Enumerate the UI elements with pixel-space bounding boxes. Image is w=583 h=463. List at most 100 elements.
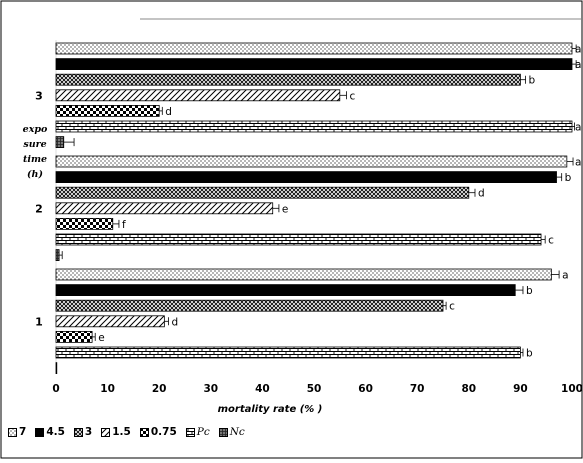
- bar-t2-4-5-error-bar: [556, 173, 563, 182]
- bar-t2-pc-error-bar: [541, 235, 546, 244]
- bar-t1-pc-letter: b: [526, 348, 533, 360]
- x-axis-label: mortality rate (% ): [218, 404, 323, 415]
- bar-t3-nc: [55, 136, 65, 149]
- legend-item-4-5: 4.5: [35, 426, 65, 438]
- legend-swatch-1-5: [101, 427, 111, 437]
- bar-t1-3-letter: c: [449, 301, 455, 313]
- x-tick-90: 90: [513, 383, 528, 395]
- bar-t2-4-5: [55, 171, 557, 184]
- bar-t3-nc-error-bar: [63, 138, 75, 147]
- bar-t3-pc-letter: a: [575, 122, 581, 134]
- bar-t3-3: [55, 73, 521, 86]
- bar-t2-1-5: [55, 202, 274, 215]
- bar-t3-pc-error-bar: [572, 122, 575, 131]
- bar-t1-1-5-letter: d: [171, 316, 178, 328]
- bar-t2-3: [55, 186, 470, 199]
- bar-t3-1-5-letter: c: [350, 90, 356, 102]
- bar-t3-7-error-bar: [572, 44, 577, 53]
- y-axis-label-line-4: (h): [27, 169, 43, 180]
- bar-t1-0-75: [55, 330, 93, 343]
- bar-t3-3-error-bar: [520, 75, 526, 84]
- bar-t1-3: [55, 299, 444, 312]
- legend-item-1-5: 1.5: [101, 426, 131, 438]
- bar-t1-pc: [55, 346, 521, 359]
- legend-label-4-5: 4.5: [46, 426, 65, 438]
- bar-t1-pc-error-bar: [520, 348, 524, 357]
- y-axis-label-line-1: expo: [23, 124, 48, 135]
- bar-t2-pc-letter: c: [548, 235, 554, 247]
- legend-swatch-nc: [218, 427, 228, 437]
- bar-t1-0-75-error-bar: [92, 332, 96, 341]
- bar-t2-3-letter: d: [478, 188, 485, 200]
- bar-t1-3-error-bar: [443, 301, 447, 310]
- bar-t1-nc: [55, 362, 58, 375]
- bar-t2-0-75: [55, 217, 114, 230]
- bar-t2-nc: [55, 249, 60, 262]
- bar-t2-nc-error-bar: [59, 251, 63, 260]
- bar-t1-1-5: [55, 315, 165, 328]
- bar-t3-1-5: [55, 89, 341, 102]
- legend-item-3: 3: [73, 426, 93, 438]
- bar-t1-7-error-bar: [551, 270, 560, 279]
- bar-t2-4-5-letter: b: [565, 172, 572, 184]
- bar-t2-7-error-bar: [566, 157, 574, 166]
- bar-t3-0-75-letter: d: [165, 106, 172, 118]
- legend-item-pc: Pc: [185, 426, 210, 438]
- y-axis-label-line-3: time: [23, 154, 47, 165]
- legend-swatch-pc: [185, 427, 195, 437]
- x-tick-10: 10: [100, 383, 115, 395]
- bar-t2-0-75-letter: f: [122, 219, 126, 231]
- bar-t1-4-5: [55, 284, 516, 297]
- legend-label-0-75: 0.75: [150, 426, 177, 438]
- category-label-layer: 1 2 3: [35, 89, 43, 328]
- bar-t3-7-letter: a: [575, 44, 581, 56]
- legend-swatch-0-75: [139, 427, 149, 437]
- x-tick-40: 40: [255, 383, 270, 395]
- bar-t2-3-error-bar: [468, 188, 476, 197]
- legend: 7 4.5 3 1.5 0.75 Pc Nc: [8, 424, 254, 440]
- legend-swatch-7: [8, 427, 17, 437]
- legend-item-7: 7: [8, 426, 26, 438]
- x-tick-70: 70: [410, 383, 425, 395]
- bar-t3-1-5-error-bar: [339, 91, 347, 100]
- legend-label-pc: Pc: [196, 426, 210, 438]
- bar-t1-7: [55, 268, 552, 281]
- x-tick-layer: 0 10 20 30 40 50 60 70 80 90 100: [52, 383, 583, 395]
- bar-t3-4-5-error-bar: [572, 60, 577, 69]
- x-tick-100: 100: [561, 383, 583, 395]
- bar-t2-1-5-error-bar: [272, 204, 280, 213]
- bar-t1-4-5-letter: b: [526, 285, 533, 297]
- bar-t3-7: [55, 42, 573, 55]
- bar-t1-0-75-letter: e: [98, 332, 104, 344]
- x-tick-30: 30: [203, 383, 218, 395]
- y-axis-label: expo sure time (h): [23, 124, 48, 180]
- bar-t3-3-letter: b: [529, 75, 536, 87]
- bar-t2-0-75-error-bar: [112, 219, 120, 228]
- bar-t3-4-5: [55, 58, 573, 70]
- bar-t1-4-5-error-bar: [515, 286, 524, 295]
- x-tick-20: 20: [152, 383, 167, 395]
- x-tick-60: 60: [358, 383, 373, 395]
- bar-t2-1-5-letter: e: [282, 203, 288, 215]
- category-label-2: 2: [35, 202, 43, 215]
- x-tick-50: 50: [307, 383, 322, 395]
- bar-t3-0-75: [55, 105, 160, 117]
- legend-item-0-75: 0.75: [139, 426, 177, 438]
- legend-label-nc: Nc: [229, 426, 245, 438]
- bar-t1-1-5-error-bar: [164, 317, 169, 326]
- bar-t2-7-letter: a: [575, 157, 581, 169]
- category-label-3: 3: [35, 89, 43, 102]
- legend-item-nc: Nc: [218, 426, 245, 438]
- bar-t1-7-letter: a: [562, 270, 568, 282]
- x-tick-0: 0: [52, 383, 59, 395]
- legend-swatch-4-5: [35, 427, 45, 437]
- x-tick-80: 80: [461, 383, 476, 395]
- bar-t3-pc: [55, 120, 573, 133]
- bar-t2-7: [55, 155, 568, 168]
- legend-label-3: 3: [84, 426, 93, 438]
- bar-t3-4-5-letter: a: [575, 59, 581, 71]
